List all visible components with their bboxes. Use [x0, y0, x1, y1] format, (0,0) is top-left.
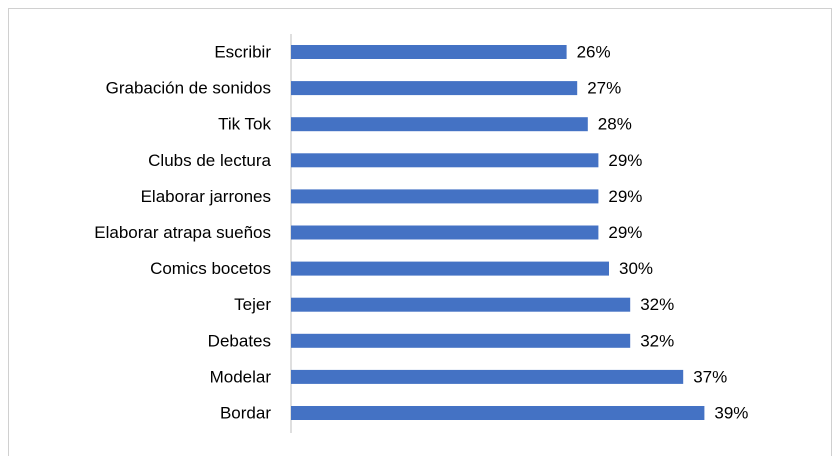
- bar: [291, 406, 705, 420]
- bar: [291, 189, 599, 204]
- category-label: Clubs de lectura: [148, 151, 271, 170]
- category-label: Debates: [208, 331, 271, 350]
- value-label: 32%: [640, 331, 674, 350]
- category-label: Escribir: [214, 42, 271, 61]
- value-label: 29%: [608, 223, 642, 242]
- bar: [291, 261, 609, 276]
- category-label: Modelar: [210, 367, 272, 386]
- category-label: Elaborar jarrones: [141, 187, 271, 206]
- value-label: 28%: [598, 115, 632, 134]
- category-label: Grabación de sonidos: [106, 79, 271, 98]
- bar: [291, 333, 631, 348]
- value-label: 26%: [577, 42, 611, 61]
- bar: [291, 45, 567, 59]
- value-label: 27%: [587, 79, 621, 98]
- category-label: Tik Tok: [218, 115, 271, 134]
- value-label: 29%: [608, 151, 642, 170]
- value-label: 30%: [619, 259, 653, 278]
- category-label: Tejer: [234, 295, 271, 314]
- value-label: 29%: [608, 187, 642, 206]
- bar: [291, 153, 599, 168]
- category-label: Elaborar atrapa sueños: [94, 223, 271, 242]
- value-label: 39%: [714, 403, 748, 422]
- value-label: 32%: [640, 295, 674, 314]
- bar: [291, 369, 684, 384]
- value-label: 37%: [693, 367, 727, 386]
- bar: [291, 225, 599, 240]
- category-label: Comics bocetos: [150, 259, 271, 278]
- bar: [291, 81, 578, 96]
- bar: [291, 117, 588, 132]
- category-label: Bordar: [220, 403, 271, 422]
- bar: [291, 297, 631, 312]
